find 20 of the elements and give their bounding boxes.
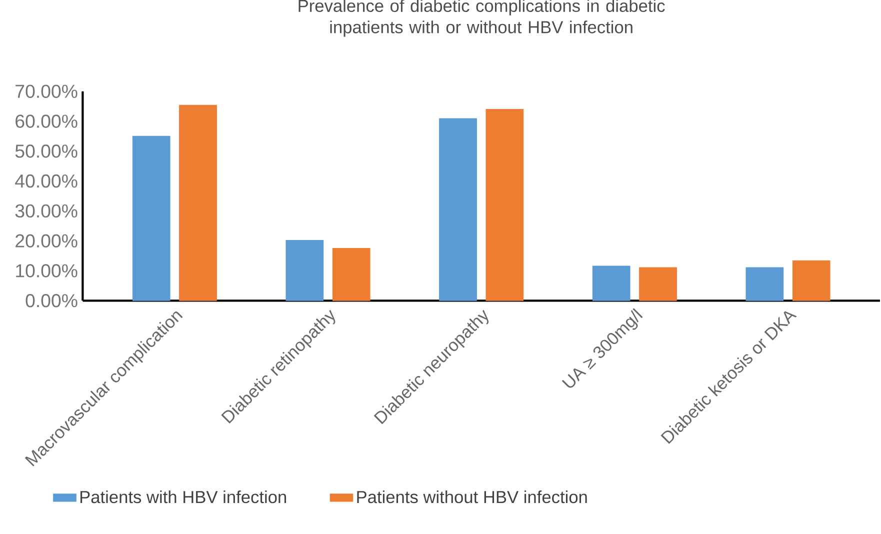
- bar: [592, 266, 630, 301]
- bar: [132, 136, 170, 301]
- y-tick-label: 0.00%: [26, 294, 78, 308]
- y-tick-label: 70.00%: [16, 84, 78, 98]
- bar: [286, 240, 324, 301]
- bar: [746, 267, 784, 301]
- bar: [332, 248, 370, 301]
- y-tick-label: 60.00%: [16, 114, 78, 128]
- bar: [792, 260, 830, 301]
- y-tick-label: 20.00%: [16, 234, 78, 248]
- bar: [639, 267, 677, 301]
- y-tick-label: 50.00%: [15, 144, 78, 158]
- y-tick-label: 30.00%: [15, 204, 78, 218]
- legend-label: Patients without HBV infection: [357, 490, 587, 504]
- y-tick-label: 10.00%: [16, 264, 78, 278]
- y-tick-label: 40.00%: [15, 174, 78, 188]
- bar: [486, 109, 524, 301]
- legend-label: Patients with HBV infection: [80, 490, 286, 504]
- bar: [439, 118, 477, 301]
- bar: [179, 104, 217, 301]
